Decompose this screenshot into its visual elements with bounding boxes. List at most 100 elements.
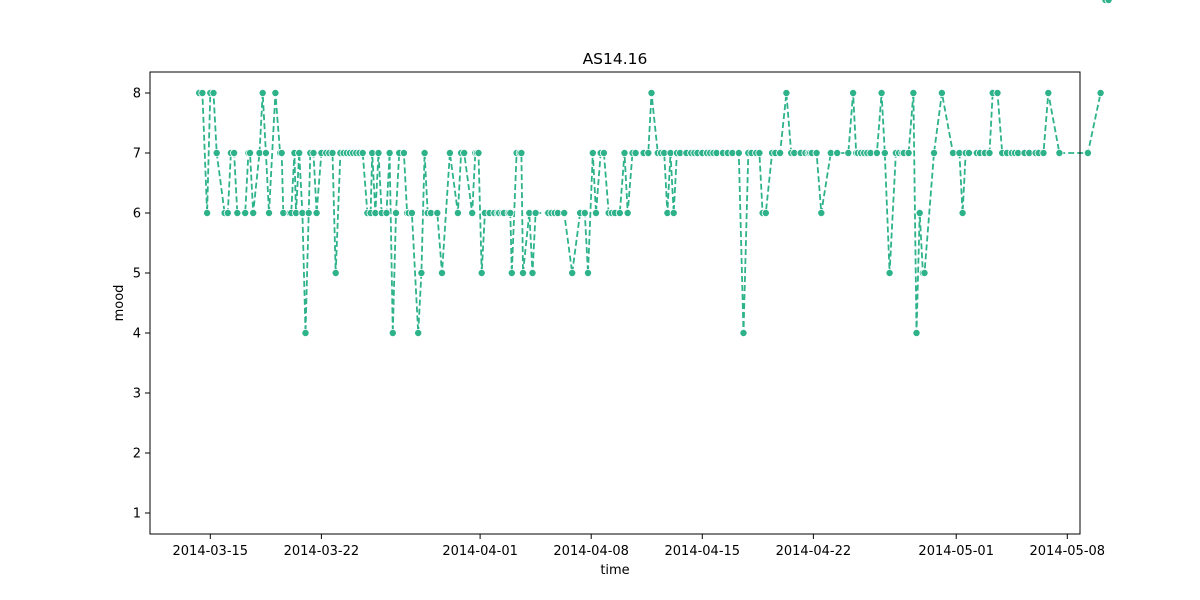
- data-point: [915, 208, 924, 217]
- data-point: [937, 89, 946, 98]
- y-tick-label: 1: [133, 507, 141, 522]
- data-point: [1104, 0, 1113, 4]
- data-point: [560, 208, 569, 217]
- data-point: [258, 89, 267, 98]
- data-point: [615, 208, 624, 217]
- data-point: [261, 148, 270, 157]
- data-point: [849, 89, 858, 98]
- data-point: [271, 89, 280, 98]
- data-point: [407, 208, 416, 217]
- data-point: [506, 208, 515, 217]
- y-tick-label: 8: [133, 87, 141, 102]
- data-point: [755, 148, 764, 157]
- data-point: [358, 148, 367, 157]
- data-point: [519, 268, 528, 277]
- data-point: [904, 148, 913, 157]
- data-point: [599, 148, 608, 157]
- series-layer: [195, 0, 1113, 337]
- x-tick-label: 2014-04-22: [776, 544, 852, 559]
- data-point: [417, 268, 426, 277]
- data-point: [223, 208, 232, 217]
- data-point: [920, 268, 929, 277]
- data-point: [460, 148, 469, 157]
- data-point: [437, 268, 446, 277]
- data-point: [331, 268, 340, 277]
- data-point: [277, 148, 286, 157]
- data-point: [391, 208, 400, 217]
- data-point: [203, 208, 212, 217]
- data-point: [198, 89, 207, 98]
- data-point: [414, 328, 423, 337]
- x-axis: 2014-03-15 2014-03-22 2014-04-01 2014-04-08…: [173, 534, 1105, 559]
- x-tick-label: 2014-04-01: [442, 544, 518, 559]
- data-point: [761, 208, 770, 217]
- data-point: [433, 208, 442, 217]
- data-point: [844, 148, 853, 157]
- data-point: [912, 328, 921, 337]
- data-point: [620, 148, 629, 157]
- x-tick-label: 2014-05-01: [918, 544, 994, 559]
- y-tick-label: 6: [133, 207, 141, 222]
- data-point: [507, 268, 516, 277]
- data-point: [245, 148, 254, 157]
- data-point: [930, 148, 939, 157]
- data-point: [817, 208, 826, 217]
- data-point: [304, 208, 313, 217]
- data-point: [382, 208, 391, 217]
- data-point: [312, 208, 321, 217]
- y-tick-label: 2: [133, 447, 141, 462]
- data-point: [776, 148, 785, 157]
- data-point: [958, 208, 967, 217]
- y-tick-label: 4: [133, 327, 141, 342]
- data-point: [644, 148, 653, 157]
- data-point: [647, 89, 656, 98]
- data-point: [580, 208, 589, 217]
- data-point: [301, 328, 310, 337]
- data-point: [833, 148, 842, 157]
- data-point: [1039, 148, 1048, 157]
- data-point: [445, 148, 454, 157]
- x-tick-label: 2014-03-22: [284, 544, 360, 559]
- data-point: [477, 268, 486, 277]
- data-point: [885, 268, 894, 277]
- data-point: [872, 148, 881, 157]
- data-point: [249, 208, 258, 217]
- data-point: [233, 208, 242, 217]
- data-point: [734, 148, 743, 157]
- data-point: [531, 208, 540, 217]
- y-tick-label: 5: [133, 267, 141, 282]
- data-point: [1055, 148, 1064, 157]
- data-point: [453, 208, 462, 217]
- y-axis: 1 2 3 4 5 6 7 8: [133, 87, 150, 522]
- data-point: [264, 208, 273, 217]
- y-tick-label: 7: [133, 147, 141, 162]
- data-point: [420, 148, 429, 157]
- data-point: [388, 328, 397, 337]
- data-point: [782, 89, 791, 98]
- data-point: [309, 148, 318, 157]
- data-point: [212, 148, 221, 157]
- data-point: [1096, 89, 1105, 98]
- data-point: [385, 148, 394, 157]
- x-tick-label: 2014-04-15: [665, 544, 741, 559]
- data-point: [985, 148, 994, 157]
- data-point: [880, 148, 889, 157]
- data-point: [328, 148, 337, 157]
- data-point: [631, 148, 640, 157]
- data-point: [993, 89, 1002, 98]
- data-point: [1083, 148, 1092, 157]
- y-tick-label: 3: [133, 387, 141, 402]
- data-point: [399, 148, 408, 157]
- x-tick-label: 2014-04-08: [553, 544, 629, 559]
- data-point: [568, 268, 577, 277]
- data-point: [909, 89, 918, 98]
- data-point: [623, 208, 632, 217]
- data-point: [528, 268, 537, 277]
- x-axis-label: time: [600, 563, 629, 578]
- data-point: [877, 89, 886, 98]
- data-point: [468, 208, 477, 217]
- plot-area-frame: [149, 71, 1081, 535]
- data-point: [209, 89, 218, 98]
